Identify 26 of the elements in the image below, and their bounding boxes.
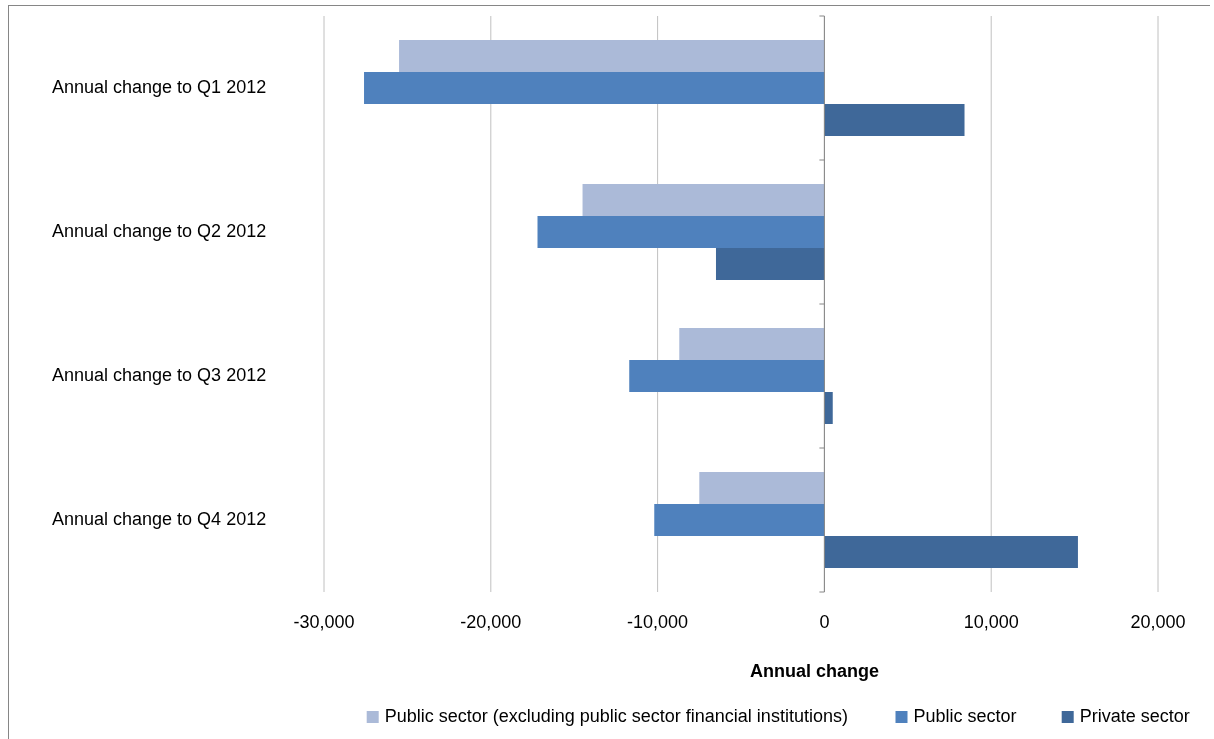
bar: [629, 360, 825, 392]
x-axis-title: Annual change: [749, 661, 879, 681]
x-tick-label: -10,000: [627, 612, 689, 632]
bar: [824, 392, 833, 424]
bar: [679, 328, 825, 360]
y-tick-label: Annual change to Q4 2012: [52, 508, 267, 529]
legend-label: Private sector: [1079, 705, 1190, 726]
bar: [399, 40, 825, 72]
bar: [537, 216, 825, 248]
bar: [715, 248, 825, 280]
bar: [364, 72, 825, 104]
x-tick-label: 10,000: [963, 612, 1019, 632]
legend-label: Public sector (excluding public sector financial institutions): [384, 705, 848, 726]
bar: [699, 472, 825, 504]
legend-label: Public sector: [913, 705, 1017, 726]
x-tick-label: -30,000: [293, 612, 355, 632]
x-tick-label: 0: [819, 612, 830, 632]
x-tick-label: 20,000: [1130, 612, 1186, 632]
bar: [582, 184, 825, 216]
bar: [824, 536, 1078, 568]
x-tick-label: -20,000: [460, 612, 522, 632]
y-tick-label: Annual change to Q2 2012: [52, 220, 267, 241]
y-tick-label: Annual change to Q1 2012: [52, 76, 267, 97]
bar: [824, 104, 965, 136]
bar: [654, 504, 825, 536]
y-tick-label: Annual change to Q3 2012: [52, 364, 267, 385]
